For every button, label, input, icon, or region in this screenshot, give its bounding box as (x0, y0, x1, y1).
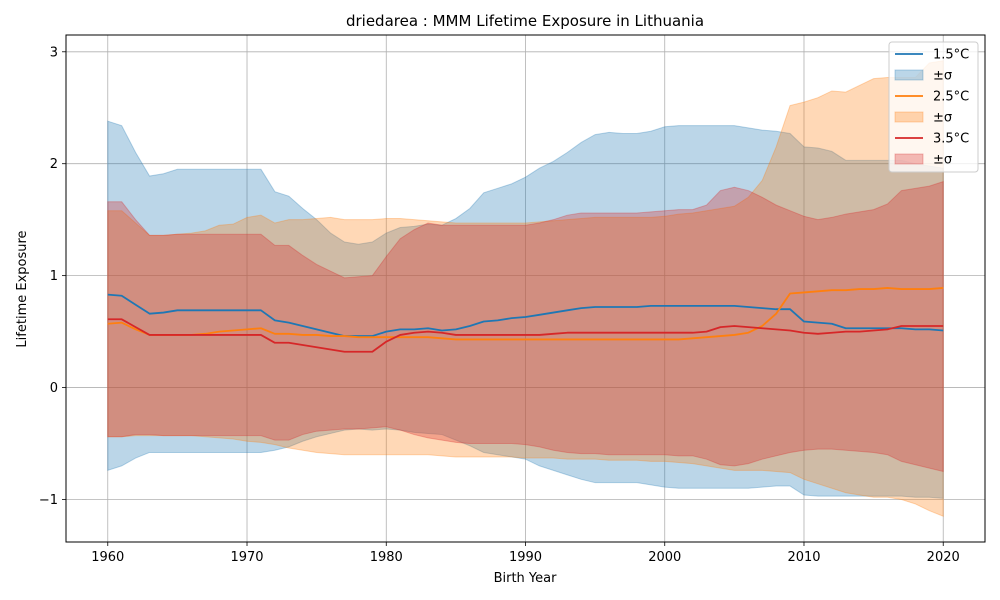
legend-label: 3.5°C (933, 132, 969, 147)
band-1.5°C (107, 120, 944, 499)
line-layer (107, 287, 944, 353)
legend-label: ±σ (933, 69, 952, 84)
band-3.5°C (107, 180, 944, 473)
x-tick-label: 1980 (370, 550, 403, 565)
x-tick-label: 1960 (91, 550, 124, 565)
y-tick-label: 1 (50, 269, 58, 284)
y-tick-label: 0 (50, 381, 58, 396)
y-tick-label: 3 (50, 45, 58, 60)
x-axis: 1960 1970 1980 1990 2000 2010 2020 (91, 542, 960, 565)
legend: 1.5°C ±σ 2.5°C ±σ 3.5°C ±σ (888, 41, 979, 173)
legend-label: 2.5°C (933, 90, 969, 105)
y-tick-label: −1 (39, 493, 58, 508)
legend-label: ±σ (933, 111, 952, 126)
x-axis-title: Birth Year (494, 571, 558, 586)
legend-band-swatch (894, 111, 924, 123)
band-2.5°C (107, 60, 944, 517)
x-tick-label: 1990 (509, 550, 542, 565)
legend-frame (888, 41, 979, 173)
x-tick-label: 1970 (230, 550, 263, 565)
y-axis: −1 0 1 2 3 (39, 45, 66, 508)
legend-band-swatch (894, 153, 924, 165)
legend-band-swatch (894, 69, 924, 81)
x-tick-label: 2010 (787, 550, 820, 565)
legend-label: 1.5°C (933, 48, 969, 63)
x-tick-label: 2020 (927, 550, 960, 565)
line-2.5°C (107, 287, 944, 341)
line-1.5°C (107, 293, 944, 337)
chart-title: driedarea : MMM Lifetime Exposure in Lit… (346, 12, 704, 30)
x-tick-label: 2000 (648, 550, 681, 565)
y-axis-title: Lifetime Exposure (15, 230, 30, 347)
grid (66, 35, 985, 542)
band-layer (107, 60, 944, 517)
y-tick-label: 2 (50, 157, 58, 172)
line-3.5°C (107, 318, 944, 353)
legend-label: ±σ (933, 153, 952, 168)
